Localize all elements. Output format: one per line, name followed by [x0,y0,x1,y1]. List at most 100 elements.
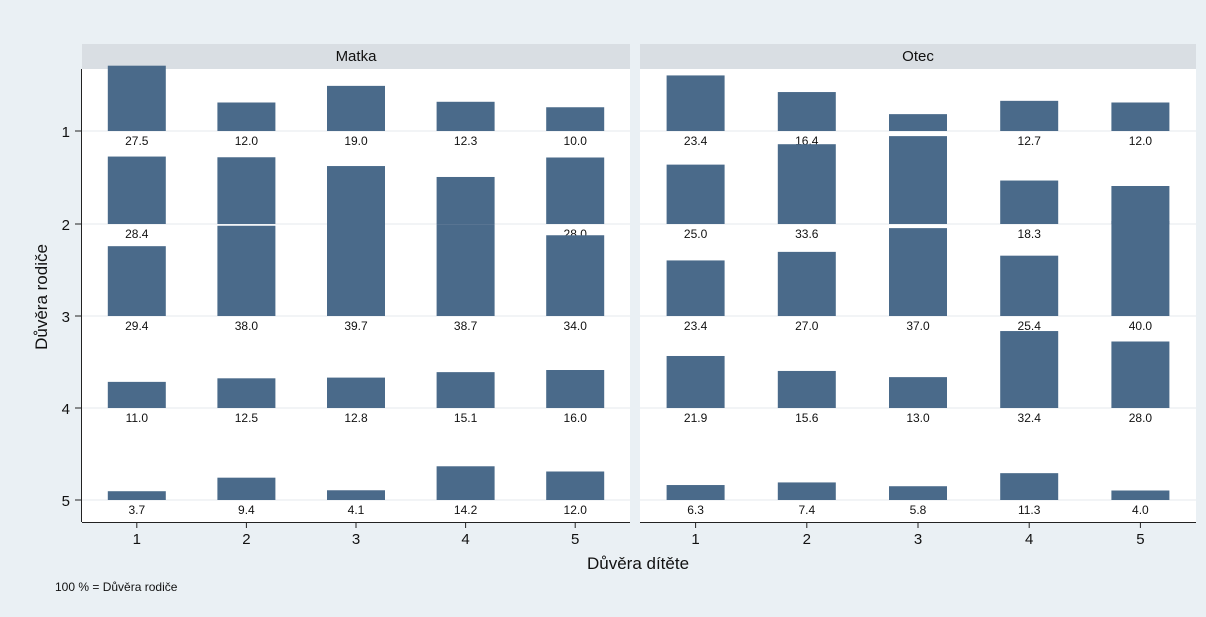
bar [1000,180,1059,224]
bar-value-label: 28.0 [1129,411,1153,425]
bar [327,490,385,500]
bar-value-label: 12.8 [344,411,368,425]
bar [107,65,166,131]
bar-value-label: 37.0 [906,319,930,333]
bar [217,157,276,224]
y-tick-label: 1 [62,124,70,141]
bar [1000,473,1059,500]
bar-value-label: 10.0 [564,134,588,148]
bar-value-label: 15.6 [795,411,819,425]
x-tick-label: 5 [1136,531,1144,548]
bar-value-label: 15.1 [454,411,478,425]
bar-value-label: 39.7 [344,319,368,333]
bar-value-label: 4.1 [348,503,365,517]
bar [1111,341,1170,408]
x-tick-label: 3 [352,531,360,548]
bar [436,466,495,500]
bar-value-label: 23.4 [684,319,708,333]
y-axis-title: Důvěra rodiče [32,244,51,350]
bar [107,491,166,500]
bar-value-label: 14.2 [454,503,478,517]
bar-value-label: 29.4 [125,319,149,333]
bar [436,224,495,316]
bar-value-label: 12.0 [1129,134,1153,148]
bar [666,355,725,408]
bar-value-label: 34.0 [564,319,588,333]
bar [327,221,385,316]
panel-title: Otec [902,48,934,65]
x-tick-label: 1 [691,531,699,548]
bar-value-label: 7.4 [798,503,815,517]
bar-value-label: 9.4 [238,503,255,517]
bar [436,101,495,131]
bar [666,75,725,131]
bar-value-label: 12.3 [454,134,478,148]
bar [666,485,725,500]
bar-value-label: 11.3 [1018,503,1041,517]
bar [666,164,725,224]
panel-title: Matka [336,48,378,65]
y-tick-label: 4 [62,401,70,418]
bar-value-label: 40.0 [1129,319,1153,333]
bar [107,156,166,224]
bar-value-label: 4.0 [1132,503,1149,517]
bar [666,260,725,316]
bar [546,107,605,131]
bar [777,144,836,224]
bar-value-label: 12.5 [235,411,259,425]
bar [1111,221,1170,316]
x-tick-label: 4 [1025,531,1033,548]
panel-header [640,44,1196,69]
bar-value-label: 12.7 [1018,134,1042,148]
x-tick-label: 2 [803,531,811,548]
bar [546,370,605,408]
bar [1000,100,1059,131]
bar-value-label: 38.0 [235,319,259,333]
bar-value-label: 18.3 [1018,227,1042,241]
bar [1111,102,1170,131]
x-tick-label: 2 [242,531,250,548]
y-tick-label: 5 [62,493,70,510]
bar-value-label: 6.3 [687,503,704,517]
bar-value-label: 27.0 [795,319,819,333]
x-tick-label: 4 [461,531,469,548]
bar [777,251,836,316]
bar [217,378,276,408]
bar-value-label: 19.0 [344,134,368,148]
bar [327,85,385,131]
bar [546,471,605,500]
x-tick-label: 1 [133,531,141,548]
y-tick-label: 2 [62,217,70,234]
bar [1111,490,1170,500]
bar-value-label: 25.4 [1018,319,1042,333]
bar [777,92,836,131]
bar [546,157,605,224]
bar [327,377,385,408]
bar-value-label: 25.0 [684,227,708,241]
bar [217,102,276,131]
chart-note: 100 % = Důvěra rodiče [55,580,178,594]
bar-value-label: 16.0 [564,411,588,425]
bar-value-label: 33.6 [795,227,819,241]
bar [217,225,276,316]
bar [327,166,385,224]
bar-value-label: 11.0 [126,411,149,425]
bar [107,246,166,316]
bar [546,235,605,316]
bar-value-label: 23.4 [684,134,708,148]
bar [889,114,947,131]
y-tick-label: 3 [62,309,70,326]
bar [436,372,495,408]
bar-value-label: 28.4 [125,227,149,241]
bar-value-label: 12.0 [235,134,259,148]
bar [777,370,836,408]
bar [436,176,495,224]
bar [107,381,166,408]
bar-value-label: 3.7 [128,503,145,517]
x-axis-title: Důvěra dítěte [587,554,689,573]
bar [777,482,836,500]
x-tick-label: 3 [914,531,922,548]
bar [1000,331,1059,408]
